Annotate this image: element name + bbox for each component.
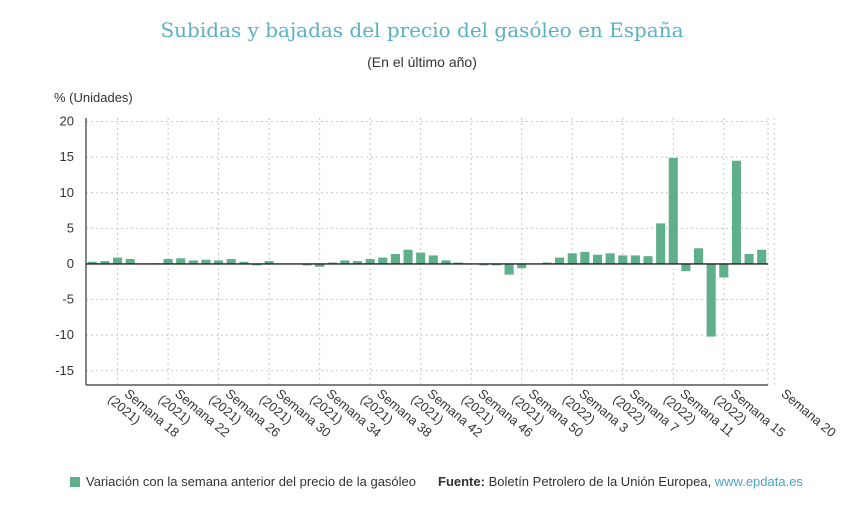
bar: [264, 261, 274, 264]
bar: [226, 258, 236, 264]
bar: [643, 256, 653, 264]
bar: [491, 263, 502, 266]
bar: [302, 263, 312, 266]
y-tick-label: 0: [67, 256, 74, 271]
bar: [504, 263, 514, 275]
bar: [188, 260, 198, 264]
bar: [365, 258, 375, 264]
y-tick-label: 5: [67, 220, 74, 235]
bar: [681, 263, 691, 272]
y-axis-label: % (Unidades): [54, 90, 133, 105]
bar: [416, 252, 426, 264]
bar: [441, 260, 451, 264]
source-text: Boletín Petrolero de la Unión Europea,: [484, 474, 712, 489]
bar: [668, 157, 678, 264]
bar: [744, 253, 754, 264]
bar: [251, 263, 262, 266]
bar: [100, 261, 110, 264]
bar: [618, 255, 628, 264]
bar: [390, 253, 400, 264]
bar: [706, 263, 716, 337]
x-tick-label: Semana 3(2022): [560, 386, 632, 436]
bar: [592, 254, 603, 264]
chart-title: Subidas y bajadas del precio del gasóleo…: [160, 18, 684, 42]
bar: [630, 255, 640, 264]
legend-swatch: [70, 476, 80, 487]
bar: [352, 261, 363, 264]
bar: [656, 223, 666, 264]
bar: [113, 257, 123, 264]
bar: [87, 261, 97, 264]
bar: [239, 261, 249, 264]
chart-subtitle: (En el último año): [367, 54, 477, 70]
source-label: Fuente:: [438, 474, 485, 489]
x-tick-week: Semana 20: [778, 386, 839, 440]
bar: [567, 253, 577, 264]
y-tick-label: 20: [60, 114, 74, 129]
bar: [757, 249, 767, 264]
bar: [731, 160, 741, 264]
source-note: Fuente: Boletín Petrolero de la Unión Eu…: [438, 474, 803, 489]
legend: Variación con la semana anterior del pre…: [70, 474, 416, 489]
x-tick-label: Semana 7(2022): [610, 386, 682, 436]
bar: [454, 262, 464, 264]
bar: [403, 249, 413, 264]
bar: [428, 255, 438, 264]
bar: [201, 259, 211, 264]
bar: [315, 263, 325, 267]
bar: [378, 257, 388, 264]
y-tick-label: -5: [62, 292, 74, 307]
x-tick-label: Semana 18(2021): [105, 386, 182, 440]
y-tick-label: -15: [55, 363, 74, 378]
legend-label: Variación con la semana anterior del pre…: [86, 474, 417, 489]
x-tick-label: Semana 20: [778, 386, 839, 440]
bar: [214, 260, 224, 264]
bar: [580, 251, 590, 264]
bar: [605, 253, 615, 264]
y-tick-label: 10: [60, 185, 74, 200]
bar: [719, 263, 729, 278]
bar: [517, 263, 527, 269]
bar: [125, 258, 135, 264]
bar: [176, 258, 186, 264]
bar: [163, 258, 173, 264]
bar: [693, 248, 704, 264]
y-tick-label: 15: [60, 149, 74, 164]
bar: [555, 257, 565, 264]
bar: [340, 260, 350, 264]
bar: [479, 263, 489, 266]
bar: [327, 262, 337, 264]
source-link[interactable]: www.epdata.es: [711, 474, 803, 489]
y-tick-label: -10: [55, 327, 74, 342]
bar: [542, 262, 552, 264]
